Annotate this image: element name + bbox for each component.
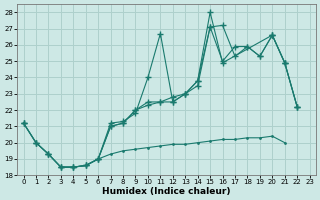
- X-axis label: Humidex (Indice chaleur): Humidex (Indice chaleur): [102, 187, 231, 196]
